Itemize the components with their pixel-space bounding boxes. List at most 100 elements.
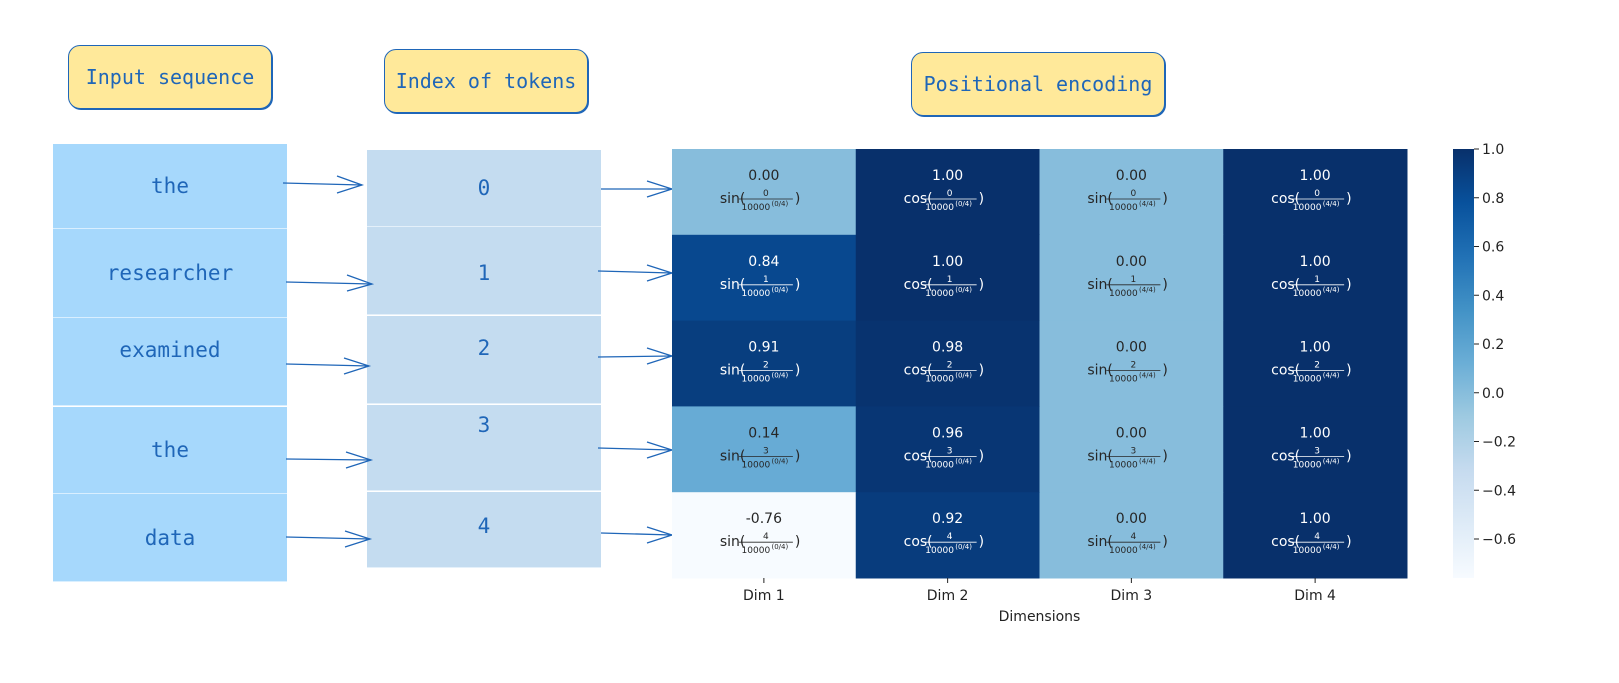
heatmap-formula-close: ) [1162,277,1167,293]
heatmap-formula-exponent: (0/4) [772,372,789,380]
colorbar-tick-label: 0.8 [1482,191,1504,207]
arrow-token-to-index [285,530,373,548]
index-label: 3 [477,413,491,437]
colorbar-tick-label: 0.0 [1482,386,1504,402]
heatmap-formula-numerator: 3 [947,446,953,456]
token-label: the [151,438,189,462]
heatmap-value-label: 0.00 [1116,254,1147,270]
heatmap-formula-exponent: (4/4) [1139,543,1156,551]
heatmap-cell-rect [672,406,857,493]
heatmap-formula-function: cos( [1271,191,1300,207]
heatmap-formula-numerator: 0 [947,189,953,199]
index-cell: 0 [367,150,601,227]
index-cell: 1 [367,227,601,315]
heatmap-formula-numerator: 4 [947,532,953,542]
heatmap-formula-numerator: 3 [1314,446,1320,456]
heatmap-formula-exponent: (0/4) [772,543,789,551]
heatmap-formula-denominator: 10000 [1109,375,1138,385]
heatmap-formula-exponent: (4/4) [1323,457,1340,465]
heatmap-formula-denominator: 10000 [742,289,771,299]
heatmap-formula-exponent: (0/4) [772,286,789,294]
colorbar-tick-label: −0.4 [1482,483,1516,499]
heatmap-formula-close: ) [795,277,800,293]
heatmap-formula-function: cos( [1271,534,1300,550]
heatmap-formula-close: ) [979,191,984,207]
heatmap-value-label: 0.98 [932,340,963,356]
heatmap-cell-rect [855,320,1040,407]
heatmap-formula-numerator: 4 [1131,532,1137,542]
x-tick-label: Dim 1 [743,588,785,604]
heatmap-formula-denominator: 10000 [1293,460,1322,470]
heatmap-formula-denominator: 10000 [742,546,771,556]
heatmap-formula-exponent: (0/4) [955,200,972,208]
heatmap-formula-close: ) [979,448,984,464]
heatmap-formula-exponent: (4/4) [1139,457,1156,465]
heatmap-formula-exponent: (0/4) [772,457,789,465]
heatmap-formula-close: ) [979,277,984,293]
heatmap-formula-function: cos( [904,448,933,464]
x-tick-label: Dim 2 [927,588,969,604]
heatmap-formula-exponent: (0/4) [955,372,972,380]
heatmap-formula-numerator: 1 [1314,275,1320,285]
index-label: 4 [477,514,491,538]
heatmap-formula-numerator: 2 [1131,361,1137,371]
heatmap-value-label: 0.84 [748,254,779,270]
heatmap-formula-numerator: 3 [763,446,769,456]
heatmap-value-label: 0.91 [748,340,779,356]
heatmap-formula-denominator: 10000 [925,375,954,385]
heatmap-formula-close: ) [1162,191,1167,207]
token-cell: the [53,407,287,494]
heatmap-formula-close: ) [1346,448,1351,464]
heatmap-formula-close: ) [1346,534,1351,550]
heatmap-formula-denominator: 10000 [925,289,954,299]
heatmap-value-label: 0.14 [748,425,779,441]
heatmap-formula-numerator: 4 [763,532,769,542]
heatmap-formula-function: cos( [1271,363,1300,379]
heatmap-formula-function: sin( [720,534,746,550]
heatmap-cell-rect [1039,149,1224,236]
heatmap-formula-exponent: (0/4) [955,457,972,465]
heatmap-formula-exponent: (4/4) [1139,286,1156,294]
heatmap-formula-close: ) [795,448,800,464]
index-label: 2 [477,336,491,360]
token-cell: the [53,144,287,229]
heatmap-formula-close: ) [795,191,800,207]
heatmap-formula-denominator: 10000 [925,546,954,556]
heatmap-formula-exponent: (4/4) [1139,372,1156,380]
heatmap-formula-denominator: 10000 [925,203,954,213]
heatmap-cell-rect [1039,234,1224,322]
heatmap-cell-rect [672,492,857,579]
index-cell: 4 [367,492,601,568]
heatmap-formula-function: cos( [1271,448,1300,464]
heatmap-formula-function: sin( [1087,363,1113,379]
input-sequence-header: Input sequence [68,45,272,109]
heatmap-formula-exponent: (0/4) [772,200,789,208]
heatmap-value-label: 0.96 [932,425,963,441]
heatmap-cell-rect [1039,406,1224,493]
heatmap-cell: 0.96 cos(3 10000 (0/4)) [855,406,1040,493]
arrow-token-to-index [285,274,375,292]
index-of-tokens-column: 0 1 2 3 4 [367,150,601,568]
colorbar-tick-label: −0.6 [1482,532,1516,548]
index-cell: 2 [367,316,601,404]
heatmap-formula-exponent: (4/4) [1323,200,1340,208]
heatmap-formula-denominator: 10000 [1109,289,1138,299]
heatmap-formula-exponent: (4/4) [1323,543,1340,551]
heatmap-formula-function: cos( [904,363,933,379]
index-label: 1 [477,261,491,285]
heatmap-formula-denominator: 10000 [1109,203,1138,213]
heatmap-value-label: 0.00 [1116,168,1147,184]
heatmap-formula-numerator: 0 [1131,189,1137,199]
colorbar-tick-label: 0.6 [1482,240,1504,256]
